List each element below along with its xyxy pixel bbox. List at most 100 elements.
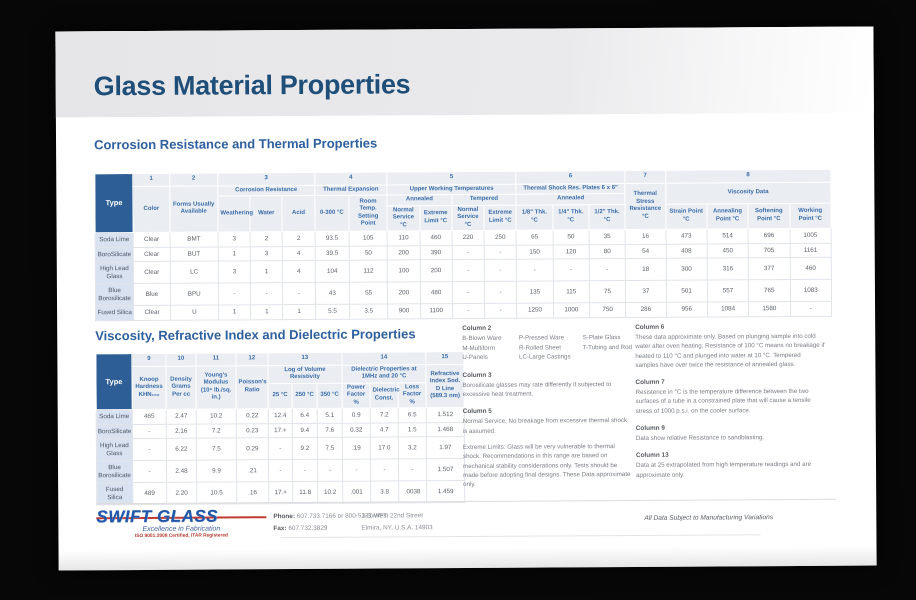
col-number: 5 — [387, 171, 517, 185]
data-cell: 50 — [552, 229, 590, 245]
col-number: 6 — [516, 170, 626, 184]
thermal-expansion-group-header: Thermal Expansion — [314, 184, 388, 196]
page-title: Glass Material Properties — [93, 69, 411, 102]
logo-tagline: Excellence in Fabrication — [142, 525, 221, 533]
data-cell: 1.5 — [398, 422, 427, 438]
data-cell: 0.23 — [236, 423, 269, 438]
data-cell: - — [790, 301, 832, 317]
row-header-cell: BoroSilicate — [95, 247, 134, 262]
data-cell: - — [218, 283, 251, 306]
data-cell: 460 — [419, 230, 452, 246]
data-cell: 1.459 — [426, 480, 465, 504]
color-header: Color — [133, 185, 170, 233]
data-cell: 0.32 — [342, 422, 371, 438]
data-cell: - — [589, 258, 626, 281]
data-cell: 300 — [665, 258, 708, 281]
data-cell: 2.47 — [166, 409, 197, 424]
data-cell: 501 — [665, 280, 708, 303]
data-cell: 100 — [387, 259, 420, 283]
note-title-column9: Column 9 — [635, 424, 665, 433]
note-body-column3: Borosilicate glasses may rate differentl… — [462, 380, 612, 399]
row-header-cell: Fused Silica — [96, 482, 133, 506]
phone-label: Phone: — [273, 513, 296, 521]
shock-annealed-header: Annealed — [516, 193, 626, 205]
data-cell: 65 — [516, 229, 553, 245]
data-cell: 390 — [419, 245, 453, 260]
resistivity-25-header: 25 °C — [268, 383, 293, 409]
data-cell: 11.8 — [292, 481, 318, 504]
data-cell: 4.7 — [370, 422, 399, 438]
data-cell: 135 — [516, 281, 554, 304]
data-cell: 5.1 — [317, 408, 343, 423]
data-cell: U — [170, 305, 219, 321]
viscosity-dielectric-table: Type 9 10 11 12 13 14 15 Knoop Hardness … — [95, 351, 465, 506]
note-body-column7: Resistence in °C is the temperature diff… — [635, 388, 811, 415]
data-cell: 200 — [419, 259, 453, 282]
extreme-limit-header: Extreme Limit °C — [419, 205, 452, 231]
col-number: 8 — [665, 169, 831, 183]
normal-service-header: Normal Service °C — [387, 205, 420, 231]
data-cell: 6.4 — [292, 408, 318, 424]
working-point-header: Working Point °C — [789, 202, 832, 229]
data-cell: 7.5 — [317, 437, 343, 460]
data-cell: 200 — [387, 281, 421, 305]
swift-glass-logo: SWIFT GLASS Excellence in Fabrication IS… — [96, 507, 267, 540]
data-cell: 408 — [665, 243, 708, 259]
data-cell: 250 — [484, 230, 517, 245]
data-cell: 55 — [349, 282, 388, 305]
section1-heading: Corrosion Resistance and Thermal Propert… — [94, 135, 378, 153]
thermal-stress-header: Thermal Stress Resistance °C — [625, 182, 666, 230]
data-cell: - — [484, 303, 517, 319]
table-row: Fused Silica Clear U 1 1 1 5.5 3.5 900 1100- -1250… — [95, 301, 832, 321]
note-title-column7: Column 7 — [635, 378, 665, 387]
data-cell: - — [292, 459, 318, 482]
code-item: M-Multiform — [462, 344, 495, 352]
data-cell: - — [552, 258, 590, 282]
data-cell: Clear — [133, 261, 170, 284]
data-cell: 750 — [589, 302, 626, 318]
data-cell: 10.2 — [196, 408, 237, 424]
resistivity-250-header: 250 °C — [292, 382, 318, 409]
col-number: 11 — [195, 352, 236, 366]
dielectric-group-header: Dielectric Properties at 1MHz and 20 °C — [341, 364, 427, 383]
data-cell: 112 — [349, 260, 388, 283]
address-line-1: 131 West 22nd Street — [361, 512, 424, 520]
corrosion-thermal-table: Type 1 2 3 4 5 6 7 8 Color Forms Usually… — [94, 169, 832, 321]
data-cell: 1 — [218, 246, 251, 262]
notes-left-column: Column 2 B-Blown Ware M-Multiform U-Pane… — [462, 324, 633, 490]
data-cell: 6.5 — [398, 407, 427, 423]
data-cell: - — [484, 259, 517, 282]
data-cell: 80 — [589, 244, 626, 259]
loss-factor-header: Loss Factor % — [398, 382, 427, 408]
data-cell: BUT — [169, 246, 219, 262]
thermal-shock-group-header: Thermal Shock Res. Plates 6 x 6" — [516, 183, 626, 195]
row-header-cell: Soda Lime — [95, 232, 134, 248]
data-cell: 0.29 — [236, 437, 269, 461]
water-header: Water — [250, 195, 283, 232]
data-cell: - — [452, 259, 485, 282]
data-cell: - — [342, 459, 371, 482]
data-cell: 1161 — [789, 242, 832, 258]
data-cell: 0.22 — [236, 408, 269, 424]
row-header-cell: Soda Lime — [96, 409, 133, 425]
data-cell: 1 — [282, 304, 316, 320]
thk-1-4-header: 1/4" Thk. °C — [552, 204, 589, 230]
note-body-column6: These data approximate only. Based on pl… — [635, 332, 825, 369]
data-cell: - — [516, 259, 554, 282]
note-body-column13: Data at 25 extrapolated from high temper… — [636, 461, 812, 479]
logo-certification: ISO 9001:2008 Certified, ITAR Registered — [134, 533, 228, 540]
data-cell: 104 — [314, 260, 350, 283]
data-cell: 286 — [625, 302, 667, 318]
section2-heading: Viscosity, Refractive Index and Dielectr… — [95, 326, 416, 344]
data-cell: 3 — [218, 231, 251, 247]
col-number: 7 — [624, 170, 666, 184]
data-cell: 9.2 — [292, 437, 318, 460]
data-cell: 1.512 — [426, 407, 465, 423]
resistivity-350-header: 350 °C — [317, 382, 343, 409]
note-title-column3: Column 3 — [462, 371, 492, 379]
data-cell: 9.4 — [292, 422, 318, 438]
data-cell: 105 — [349, 230, 388, 246]
data-cell: 120 — [552, 244, 590, 260]
data-cell: 696 — [748, 228, 790, 244]
